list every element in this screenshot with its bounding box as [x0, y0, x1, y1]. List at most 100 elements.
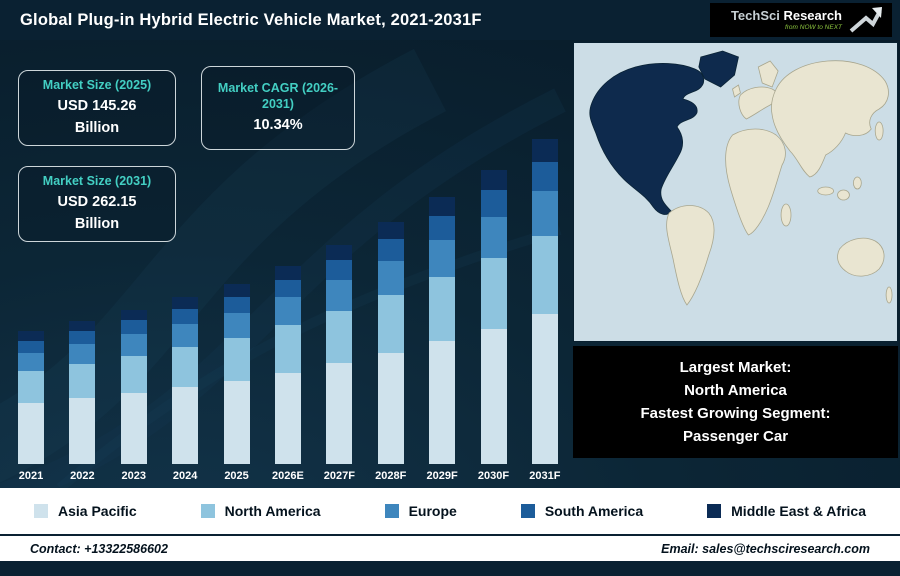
callout-line: Passenger Car	[682, 428, 789, 446]
map-europe	[738, 86, 778, 120]
bar-segment-middle-east-africa	[429, 197, 456, 217]
bottom-bar	[0, 561, 900, 576]
legend-swatch	[384, 504, 399, 518]
logo-brand-primary: TechSci	[730, 7, 780, 23]
map-madagascar	[780, 203, 792, 227]
bar-stack	[69, 320, 96, 464]
bar-segment-south-america	[274, 279, 301, 298]
market-size-2025-box: Market Size (2025) USD 145.26 Billion	[18, 70, 176, 146]
legend-swatch	[707, 504, 722, 518]
logo-brand: TechSci Research	[731, 9, 842, 22]
bar-stack	[326, 245, 353, 464]
bar-category-label: 2021	[18, 470, 44, 482]
bar-category-label: 2028F	[375, 470, 407, 482]
map-australia	[837, 237, 885, 277]
bar-stack	[274, 265, 301, 464]
bar-segment-north-america	[274, 325, 301, 373]
bar-segment-middle-east-africa	[377, 222, 404, 240]
legend-item-south-america: South America	[520, 503, 644, 519]
logo-brand-secondary: Research	[779, 7, 842, 23]
bar-segment-europe	[172, 323, 199, 348]
callout-line: North America	[684, 381, 787, 399]
bar-segment-south-america	[326, 260, 353, 281]
world-map-panel	[573, 42, 898, 342]
bar-stack	[18, 331, 44, 464]
bar-category-label: 2026E	[272, 470, 304, 482]
legend-label: Europe	[408, 503, 457, 519]
bar-segment-south-america	[429, 216, 456, 241]
bar-column-2028F: 2028F	[374, 110, 408, 482]
bar-segment-asia-pacific	[18, 403, 44, 464]
stat-unit: Billion	[74, 215, 120, 232]
bar-segment-asia-pacific	[326, 363, 353, 464]
bar-stack	[429, 197, 456, 464]
bar-segment-europe	[120, 334, 147, 356]
map-indonesia	[817, 186, 834, 196]
bar-segment-middle-east-africa	[223, 283, 250, 297]
bar-category-label: 2029F	[426, 470, 458, 482]
bar-column-2024: 2024	[168, 110, 202, 482]
bar-segment-south-america	[480, 190, 507, 217]
bar-segment-north-america	[18, 371, 44, 403]
map-new-zealand	[885, 286, 893, 304]
bar-stack	[377, 222, 404, 464]
bar-segment-south-america	[120, 320, 147, 335]
callout-text: Largest Market: North America Fastest Grow…	[640, 356, 830, 449]
stat-unit: Billion	[74, 119, 120, 136]
legend-label: South America	[544, 503, 644, 519]
page-title: Global Plug-in Hybrid Electric Vehicle M…	[20, 10, 482, 29]
bar-category-label: 2027F	[323, 470, 355, 482]
legend-label: North America	[224, 503, 321, 519]
bar-segment-middle-east-africa	[531, 138, 558, 162]
map-philippines	[853, 176, 862, 190]
logo-text: TechSci Research from NOW to NEXT	[731, 9, 842, 32]
footer: Contact: +13322586602 Email: sales@techs…	[0, 534, 900, 561]
callout-line: Largest Market:	[679, 358, 792, 376]
callout-box: Largest Market: North America Fastest Grow…	[573, 346, 898, 458]
legend-item-north-america: North America	[200, 503, 321, 519]
bar-segment-europe	[531, 190, 558, 237]
bar-segment-asia-pacific	[377, 352, 404, 464]
bar-segment-asia-pacific	[120, 392, 147, 464]
main-area: Market Size (2025) USD 145.26 Billion Ma…	[0, 40, 900, 488]
logo-tagline: from NOW to NEXT	[784, 23, 842, 31]
bar-column-2026E: 2026E	[271, 110, 305, 482]
bar-segment-north-america	[69, 363, 96, 399]
bar-segment-north-america	[223, 337, 250, 382]
bar-segment-europe	[480, 216, 507, 259]
legend-swatch	[200, 504, 215, 518]
bar-segment-europe	[223, 312, 250, 338]
market-size-2031-box: Market Size (2031) USD 262.15 Billion	[18, 166, 176, 242]
bar-segment-middle-east-africa	[480, 169, 507, 191]
bar-segment-north-america	[172, 347, 199, 388]
legend-label: Middle East & Africa	[731, 503, 866, 519]
bar-segment-middle-east-africa	[69, 320, 96, 331]
callout-line: Fastest Growing Segment:	[640, 405, 831, 422]
bar-segment-asia-pacific	[172, 387, 199, 464]
header: Global Plug-in Hybrid Electric Vehicle M…	[0, 0, 900, 40]
bar-segment-north-america	[377, 294, 404, 353]
bar-segment-middle-east-africa	[18, 331, 44, 341]
bar-chart-bars: 2021 2022 2023 2024 2025 2026E 2027F 2028F 2029F…	[14, 110, 562, 482]
bar-segment-europe	[69, 343, 96, 364]
bar-column-2031F: 2031F	[528, 110, 562, 482]
bar-segment-south-america	[69, 330, 96, 344]
map-north-america	[589, 63, 705, 215]
stacked-bar-chart: 2021 2022 2023 2024 2025 2026E 2027F 2028F 2029F…	[14, 110, 562, 482]
legend-swatch	[520, 504, 535, 518]
bar-column-2022: 2022	[65, 110, 99, 482]
legend-item-europe: Europe	[384, 503, 457, 519]
contact-email: Email: sales@techsciresearch.com	[661, 541, 870, 556]
map-scandinavia	[757, 60, 779, 88]
bar-segment-asia-pacific	[480, 328, 507, 464]
bar-segment-europe	[274, 297, 301, 326]
bar-segment-north-america	[120, 355, 147, 393]
legend-label: Asia Pacific	[58, 503, 137, 519]
stat-label: Market CAGR (2026-2031)	[217, 81, 339, 112]
map-africa	[725, 128, 786, 236]
bar-column-2025: 2025	[220, 110, 254, 482]
bar-category-label: 2024	[172, 470, 198, 482]
bar-segment-middle-east-africa	[172, 297, 199, 309]
market-cagr-box: Market CAGR (2026-2031) 10.34%	[201, 66, 355, 150]
